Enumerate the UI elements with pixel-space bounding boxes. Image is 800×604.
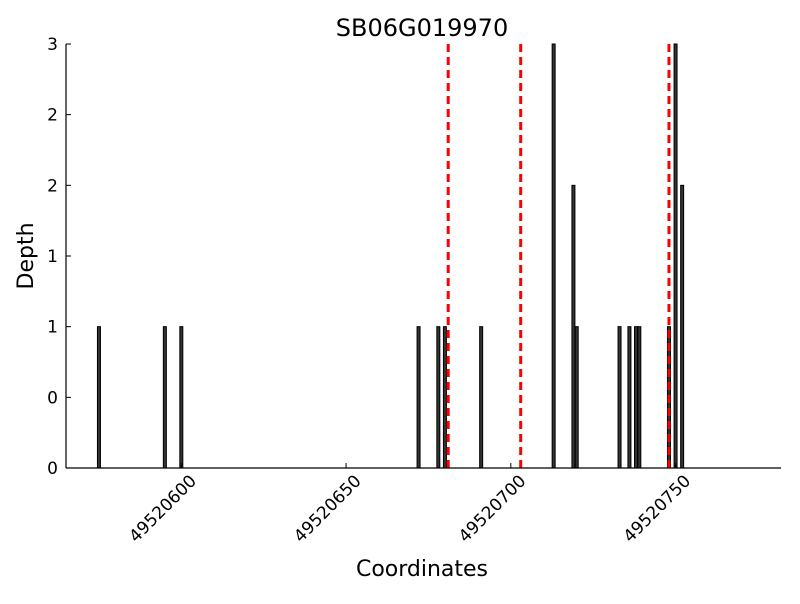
chart-title: SB06G019970 — [336, 14, 508, 42]
depth-bar — [680, 184, 685, 469]
y-tick-label: 0 — [47, 388, 58, 408]
depth-bar — [627, 326, 632, 469]
x-tick-label: 49520700 — [455, 471, 530, 546]
reference-lines-layer — [446, 44, 671, 468]
depth-bar — [574, 326, 579, 469]
depth-bar — [571, 184, 576, 469]
y-tick-label: 2 — [47, 106, 58, 126]
bars-layer — [96, 43, 685, 469]
y-tick-label: 1 — [47, 247, 58, 267]
y-tick-label: 3 — [47, 35, 58, 55]
y-tick-label: 2 — [47, 176, 58, 196]
depth-bar — [637, 326, 642, 469]
y-axis-label: Depth — [14, 222, 39, 289]
depth-bar — [617, 326, 622, 469]
x-tick-label: 49520750 — [620, 471, 695, 546]
y-tick-label: 0 — [47, 459, 58, 479]
depth-bar — [442, 326, 447, 469]
depth-bar — [436, 326, 441, 469]
x-tick-label: 49520650 — [290, 471, 365, 546]
depth-bar — [479, 326, 484, 469]
depth-bar — [416, 326, 421, 469]
ticks-layer: 0 0 1 1 2 2 3 49520600 49520650 49520700 49520750 — [47, 35, 695, 547]
depth-bar — [673, 43, 678, 469]
y-tick-label: 1 — [47, 318, 58, 338]
depth-bar — [551, 43, 556, 469]
x-axis-label: Coordinates — [356, 557, 488, 582]
x-tick-label: 49520600 — [126, 471, 201, 546]
depth-bar — [634, 326, 639, 469]
depth-bar — [162, 326, 167, 469]
depth-bar — [179, 326, 184, 469]
depth-bar — [96, 326, 101, 469]
